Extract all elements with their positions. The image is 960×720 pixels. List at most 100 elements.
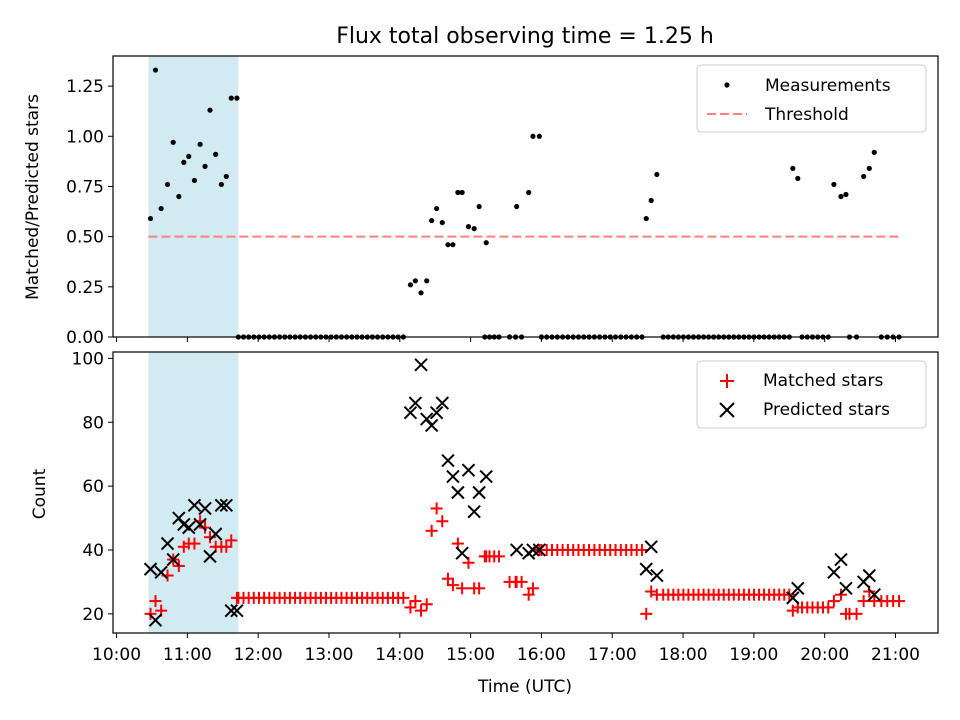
bottom-y-tick-label: 40 [82,541,104,561]
x-tick-label: 14:00 [375,645,424,665]
matched-point-run [822,601,835,614]
predicted-point [827,565,841,580]
predicted-point [219,498,234,512]
measurement-point [228,95,234,101]
predicted-point [198,501,212,516]
predicted-point [429,405,444,420]
measurement-point [429,217,435,224]
predicted-point [166,552,180,567]
legend-matched-label: Matched stars [763,371,883,391]
predicted-point [509,543,524,557]
matched-point [526,582,539,595]
predicted-point [639,562,653,576]
matched-point [857,595,870,608]
predicted-point [532,543,547,557]
matched-point [149,595,162,608]
matched-point [404,601,417,614]
bottom-panel: 10:00 11:00 12:00 13:00 14:00 15:00 16:00 17:00… [30,349,939,697]
legend-measurements-marker [724,82,730,88]
predicted-point [224,603,238,618]
matched-point [144,607,157,620]
predicted-point [839,581,853,596]
measurement-point [147,215,154,222]
top-legend-box [696,64,927,133]
measurement-point [871,149,877,155]
matched-point-run [850,607,863,620]
predicted-point [208,527,223,541]
predicted-point [182,520,196,535]
measurement-point [407,282,414,288]
predicted-point [230,603,244,618]
measurement-point [439,219,445,226]
predicted-point [451,485,465,500]
matched-point [430,502,443,515]
predicted-point [403,405,418,420]
top-y-tick-label: 0.00 [66,328,104,348]
measurement-point [191,177,198,184]
measurement-point [861,173,867,180]
chart-title: Flux total observing time = 1.25 h [336,24,714,49]
measurement-point [648,197,654,204]
measurement-point [450,242,456,248]
predicted-point [446,469,460,484]
matched-point [446,579,459,592]
measurement-point [445,242,451,248]
x-tick-label: 11:00 [163,645,212,665]
top-y-tick-label: 1.00 [66,127,104,147]
measurement-point [213,151,219,157]
x-tick-label: 17:00 [588,645,637,665]
predicted-point [461,463,476,477]
predicted-point [786,591,800,605]
matched-point [204,531,217,544]
predicted-point [467,504,481,519]
predicted-point [650,568,664,583]
measurement-point [795,175,801,182]
legend-threshold-label: Threshold [764,105,849,125]
matched-point [827,595,840,608]
top-y-tick-label: 0.50 [66,228,104,248]
predicted-point [441,453,455,468]
measurement-point [843,191,849,198]
measurement-point [530,133,536,139]
bottom-y-tick-label: 80 [82,413,104,433]
bottom-legend: Matched stars Predicted stars [696,360,927,429]
measurement-point [412,278,418,284]
predicted-point [408,396,423,410]
predicted-point [472,485,486,500]
measurement-point [181,159,187,165]
bottom-y-tick-label: 60 [82,477,104,497]
matched-point [199,521,212,534]
x-tick-label: 10:00 [92,645,141,665]
measurement-point [536,133,542,139]
x-tick-label: 13:00 [304,645,353,665]
measurement-point [158,205,164,212]
predicted-point [154,565,168,580]
matched-point [522,588,535,601]
predicted-point [791,581,805,596]
predicted-point [834,552,848,567]
bottom-y-tick-label: 100 [72,349,104,369]
matched-point [172,559,185,572]
matched-point [436,515,449,528]
measurement-point [866,165,872,171]
predicted-point [160,536,175,551]
measurement-point [526,189,532,196]
measurement-point [465,224,472,230]
measurement-point [514,203,520,210]
measurement-point [643,215,649,222]
top-ylabel: Matched/Predicted stars [23,94,43,300]
x-tick-label: 15:00 [446,645,495,665]
top-highlight-span [148,56,239,337]
bottom-legend-box [696,360,927,429]
predicted-point [193,517,207,532]
predicted-point [479,469,493,484]
predicted-point [862,568,877,583]
measurement-point [164,181,171,188]
top-panel: 0.00 0.25 0.50 0.75 1.00 1.25 Matched/Predict… [23,55,939,348]
matched-point [640,607,653,620]
measurement-point [434,205,440,212]
measurement-point [831,181,837,188]
x-tick-label: 20:00 [800,645,849,665]
measurement-point [471,226,477,232]
x-tick-label: 21:00 [871,645,920,665]
